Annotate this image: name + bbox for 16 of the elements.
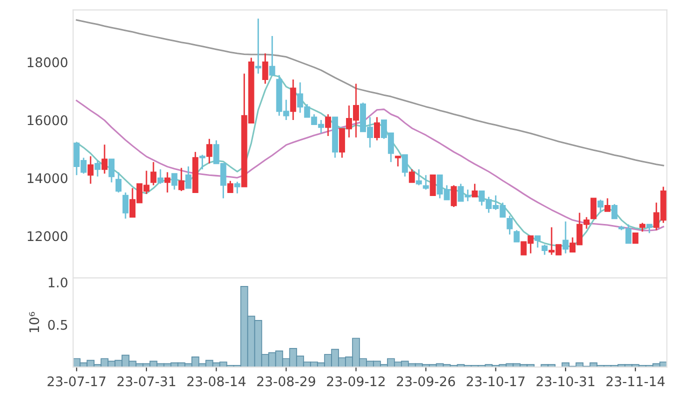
- x-tick-label: 23-08-14: [187, 376, 246, 386]
- y-tick-label: 16000: [28, 115, 68, 126]
- y-tick-label: 18000: [28, 57, 68, 68]
- x-tick-label: 23-07-31: [117, 376, 176, 386]
- x-tick-label: 23-10-17: [466, 376, 525, 386]
- x-tick-label: 23-11-14: [606, 376, 665, 386]
- y-tick-label: 0.5: [48, 320, 68, 330]
- x-tick-label: 23-10-31: [536, 376, 594, 386]
- y-tick-label: 14000: [28, 173, 68, 184]
- x-tick-label: 23-09-26: [396, 376, 455, 386]
- y-tick-label: 1.0: [48, 277, 68, 288]
- x-tick-label: 23-08-29: [257, 376, 316, 386]
- x-tick-label: 23-09-12: [327, 376, 385, 386]
- y-tick-label: 12000: [28, 231, 68, 242]
- y-axis-title: 10⁶: [29, 312, 40, 332]
- x-tick-label: 23-07-17: [48, 376, 106, 386]
